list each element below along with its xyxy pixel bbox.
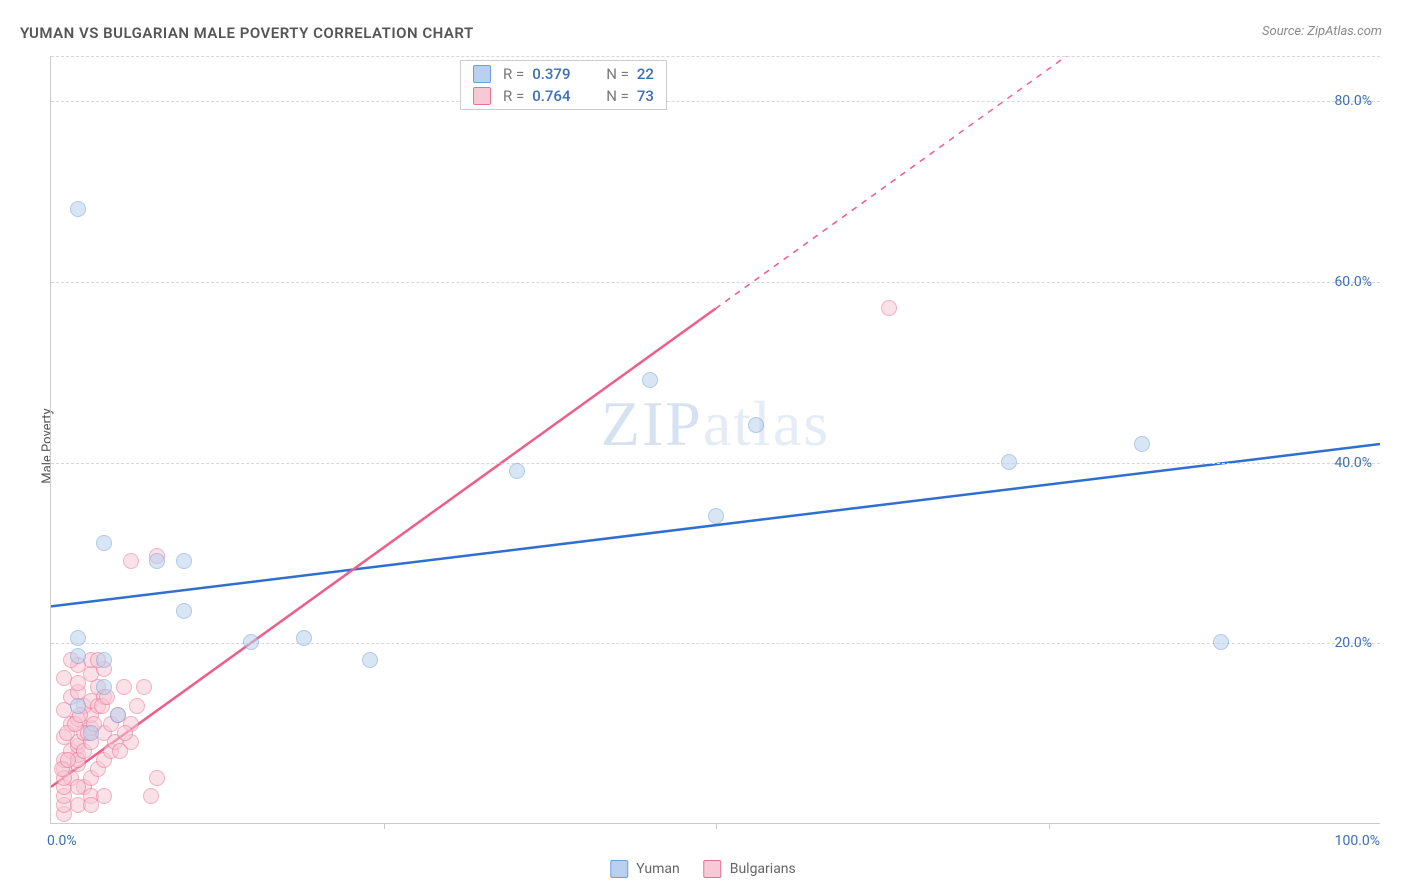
x-tick-label: 100.0% xyxy=(1335,833,1380,849)
gridline xyxy=(51,56,1380,57)
data-point-yuman xyxy=(243,634,259,650)
source-attribution: Source: ZipAtlas.com xyxy=(1262,24,1382,39)
data-point-yuman xyxy=(296,630,312,646)
r-value-bulgarians: 0.764 xyxy=(532,87,580,105)
data-point-bulgarians xyxy=(70,779,86,795)
x-minor-tick xyxy=(1049,823,1050,829)
legend-label-bulgarians: Bulgarians xyxy=(730,861,796,877)
correlation-chart: YUMAN VS BULGARIAN MALE POVERTY CORRELAT… xyxy=(0,0,1406,892)
data-point-yuman xyxy=(748,417,764,433)
data-point-yuman xyxy=(70,648,86,664)
gridline xyxy=(51,101,1380,102)
plot-area: ZIPatlas 20.0%40.0%60.0%80.0%0.0%100.0% xyxy=(50,56,1380,824)
data-point-bulgarians xyxy=(881,300,897,316)
y-tick-label: 20.0% xyxy=(1334,635,1372,651)
data-point-yuman xyxy=(176,603,192,619)
r-label: R = xyxy=(503,65,524,83)
chart-title: YUMAN VS BULGARIAN MALE POVERTY CORRELAT… xyxy=(20,24,474,42)
data-point-yuman xyxy=(708,508,724,524)
legend-label-yuman: Yuman xyxy=(636,861,679,877)
legend-item-yuman: Yuman xyxy=(610,860,679,878)
n-label: N = xyxy=(606,87,629,105)
data-point-yuman xyxy=(149,553,165,569)
data-point-bulgarians xyxy=(136,679,152,695)
data-point-bulgarians xyxy=(116,679,132,695)
x-minor-tick xyxy=(716,823,717,829)
r-value-yuman: 0.379 xyxy=(532,65,580,83)
data-point-yuman xyxy=(362,652,378,668)
data-point-yuman xyxy=(176,553,192,569)
trendline-bulgarians-dashed xyxy=(716,56,1067,309)
data-point-bulgarians xyxy=(129,698,145,714)
data-point-bulgarians xyxy=(123,553,139,569)
data-point-yuman xyxy=(70,201,86,217)
trendline-bulgarians-solid xyxy=(51,309,716,787)
stats-legend: R = 0.379 N = 22 R = 0.764 N = 73 xyxy=(460,60,667,110)
y-tick-label: 80.0% xyxy=(1334,93,1372,109)
n-value-yuman: 22 xyxy=(637,65,654,83)
data-point-yuman xyxy=(96,679,112,695)
data-point-yuman xyxy=(1134,436,1150,452)
trendlines-svg xyxy=(51,56,1380,823)
data-point-yuman xyxy=(70,698,86,714)
data-point-yuman xyxy=(96,652,112,668)
stats-row-yuman: R = 0.379 N = 22 xyxy=(461,63,666,85)
swatch-bulgarians xyxy=(473,87,491,105)
series-legend: Yuman Bulgarians xyxy=(610,860,796,878)
swatch-bulgarians xyxy=(704,860,722,878)
watermark-bold: ZIP xyxy=(601,388,703,459)
watermark: ZIPatlas xyxy=(601,387,830,461)
data-point-bulgarians xyxy=(143,788,159,804)
data-point-yuman xyxy=(642,372,658,388)
data-point-yuman xyxy=(70,630,86,646)
n-label: N = xyxy=(606,65,629,83)
data-point-bulgarians xyxy=(149,770,165,786)
x-minor-tick xyxy=(384,823,385,829)
gridline xyxy=(51,282,1380,283)
n-value-bulgarians: 73 xyxy=(637,87,654,105)
legend-item-bulgarians: Bulgarians xyxy=(704,860,796,878)
trendline-yuman xyxy=(51,444,1380,606)
data-point-yuman xyxy=(96,535,112,551)
swatch-yuman xyxy=(473,65,491,83)
data-point-bulgarians xyxy=(56,670,72,686)
y-tick-label: 60.0% xyxy=(1334,274,1372,290)
data-point-bulgarians xyxy=(112,743,128,759)
data-point-yuman xyxy=(1001,454,1017,470)
swatch-yuman xyxy=(610,860,628,878)
gridline xyxy=(51,463,1380,464)
data-point-yuman xyxy=(83,725,99,741)
data-point-bulgarians xyxy=(117,725,133,741)
r-label: R = xyxy=(503,87,524,105)
watermark-light: atlas xyxy=(703,388,830,459)
data-point-bulgarians xyxy=(60,752,76,768)
x-tick-label: 0.0% xyxy=(47,833,77,849)
y-tick-label: 40.0% xyxy=(1334,455,1372,471)
stats-row-bulgarians: R = 0.764 N = 73 xyxy=(461,85,666,107)
data-point-yuman xyxy=(1213,634,1229,650)
data-point-yuman xyxy=(110,707,126,723)
data-point-yuman xyxy=(509,463,525,479)
data-point-bulgarians xyxy=(96,788,112,804)
